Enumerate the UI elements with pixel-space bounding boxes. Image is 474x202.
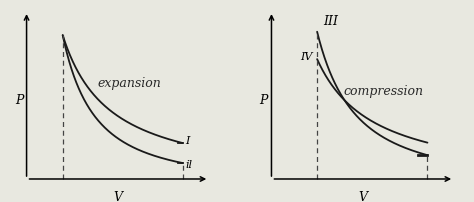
Text: V: V [113,191,122,202]
Text: compression: compression [344,85,424,98]
Text: P: P [260,94,268,107]
Text: V: V [358,191,367,202]
Text: III: III [323,15,338,28]
Text: IV: IV [300,53,312,62]
Text: expansion: expansion [98,77,161,90]
Text: P: P [15,94,23,107]
Text: il: il [185,160,192,170]
Text: I: I [185,136,190,146]
